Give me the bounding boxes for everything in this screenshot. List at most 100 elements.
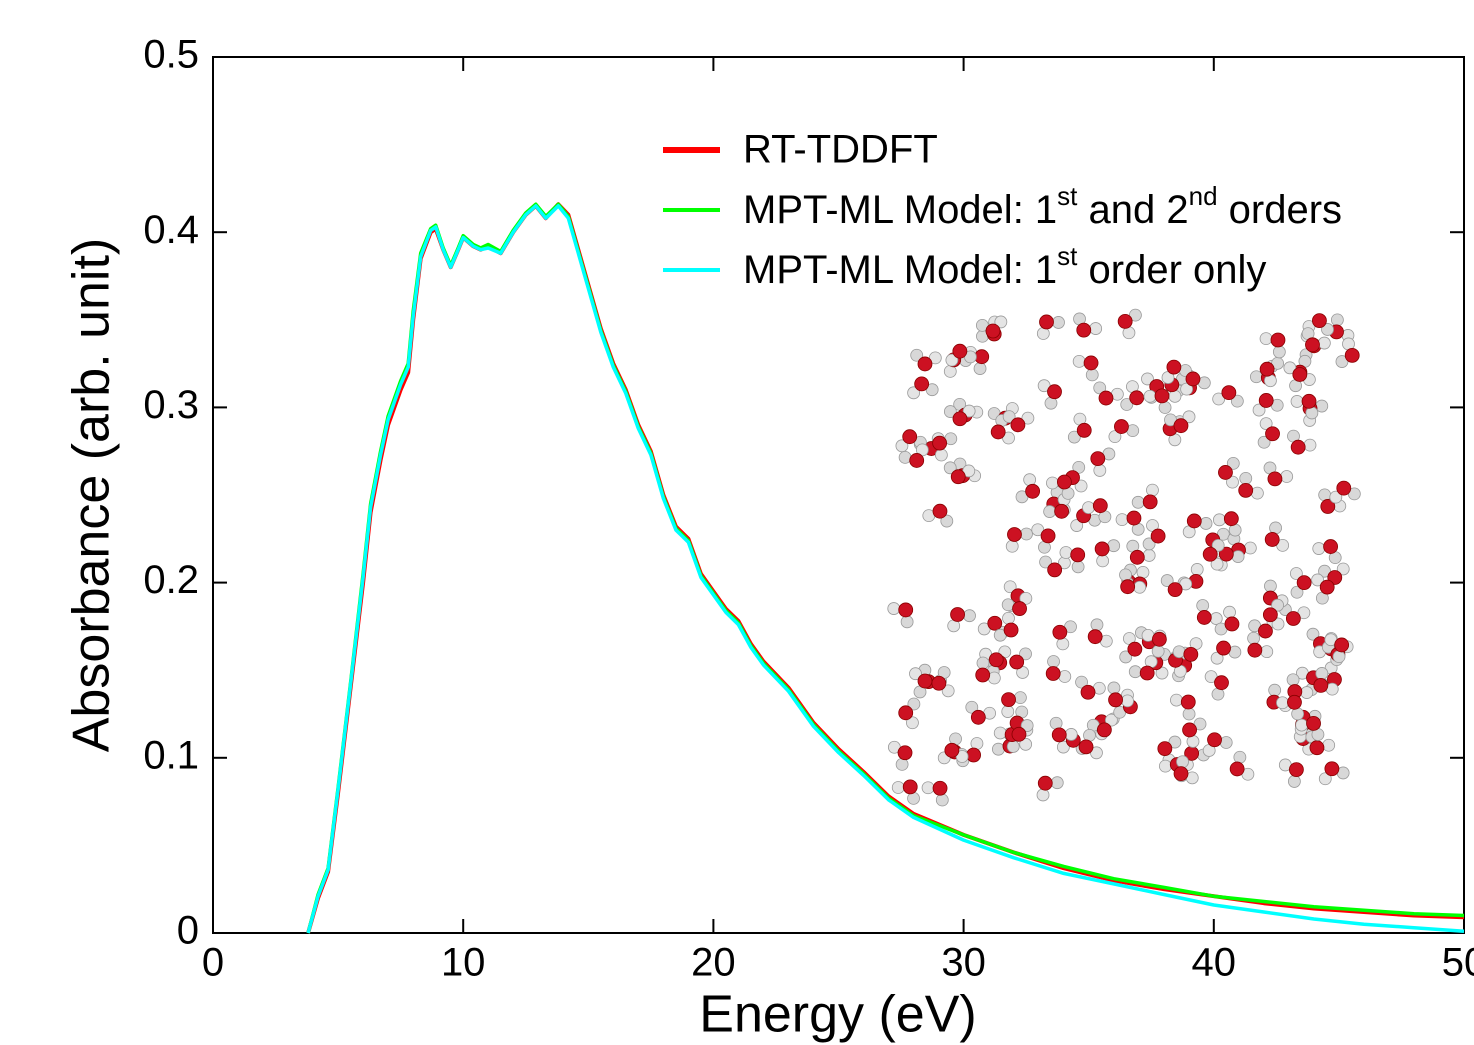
hydrogen — [1039, 555, 1052, 569]
oxygen — [1056, 474, 1072, 490]
hydrogen — [1020, 719, 1034, 732]
oxygen — [1305, 337, 1320, 353]
oxygen — [985, 323, 1001, 339]
oxygen — [1009, 654, 1025, 670]
oxygen — [944, 742, 960, 758]
hydrogen — [973, 362, 987, 375]
hydrogen — [1226, 475, 1239, 489]
oxygen — [1267, 471, 1283, 487]
oxygen — [932, 503, 948, 519]
hydrogen — [943, 405, 957, 418]
hydrogen — [1290, 585, 1304, 599]
y-tick-label: 0.1 — [143, 733, 199, 777]
hydrogen — [1031, 523, 1045, 537]
x-tick-label: 50 — [1442, 941, 1474, 985]
x-axis-label: Energy (eV) — [699, 986, 976, 1044]
oxygen — [1126, 510, 1142, 526]
oxygen — [1344, 347, 1360, 363]
hydrogen — [1036, 788, 1050, 802]
x-tick-label: 0 — [202, 941, 224, 985]
oxygen — [1083, 355, 1099, 371]
oxygen — [898, 705, 914, 721]
hydrogen — [1160, 574, 1174, 587]
hydrogen — [1142, 537, 1156, 551]
hydrogen — [1089, 322, 1103, 335]
oxygen — [1025, 483, 1041, 499]
hydrogen — [1129, 308, 1142, 322]
hydrogen — [1212, 513, 1226, 527]
hydrogen — [1305, 406, 1319, 420]
oxygen — [1223, 511, 1239, 527]
series-line — [306, 202, 1465, 934]
hydrogen — [945, 353, 959, 367]
hydrogen — [1143, 389, 1157, 403]
hydrogen — [1239, 471, 1253, 485]
oxygen — [1320, 499, 1336, 514]
hydrogen — [1317, 336, 1331, 350]
oxygen — [1301, 393, 1317, 409]
hydrogen — [1075, 675, 1088, 689]
hydrogen — [1211, 538, 1225, 552]
oxygen — [987, 615, 1003, 631]
oxygen — [1012, 601, 1027, 616]
hydrogen — [1071, 560, 1085, 574]
plot-frame — [212, 56, 1465, 934]
hydrogen — [1093, 381, 1107, 395]
oxygen — [1127, 641, 1143, 657]
y-tick-label: 0.3 — [143, 383, 199, 427]
series-line — [306, 202, 1465, 934]
hydrogen — [1219, 736, 1233, 749]
oxygen — [1045, 666, 1061, 681]
hydrogen — [1199, 517, 1213, 530]
hydrogen — [1210, 651, 1224, 665]
oxygen — [970, 709, 986, 725]
hydrogen — [907, 386, 921, 400]
oxygen — [1313, 678, 1329, 693]
oxygen — [1108, 692, 1123, 708]
hydrogen — [1023, 473, 1037, 487]
oxygen — [909, 453, 925, 468]
oxygen — [1323, 539, 1338, 554]
hydrogen — [1043, 505, 1057, 518]
hydrogen — [963, 609, 976, 623]
hydrogen — [1072, 354, 1086, 368]
hydrogen — [1259, 417, 1273, 430]
hydrogen — [1312, 542, 1326, 555]
oxygen — [1078, 739, 1094, 755]
y-axis-label: Absorbance (arb. unit) — [63, 238, 121, 753]
hydrogen — [1141, 372, 1154, 386]
oxygen — [1258, 393, 1274, 408]
hydrogen — [1182, 707, 1196, 721]
oxygen — [1129, 390, 1145, 406]
oxygen — [1258, 623, 1273, 639]
hydrogen — [1059, 546, 1073, 559]
hydrogen — [991, 742, 1005, 756]
oxygen — [1180, 694, 1196, 710]
hydrogen — [1158, 759, 1172, 773]
hydrogen — [1289, 567, 1303, 580]
hydrogen — [910, 348, 924, 362]
hydrogen — [1002, 611, 1015, 625]
oxygen — [1309, 740, 1325, 756]
hydrogen — [1290, 395, 1304, 408]
hydrogen — [1067, 430, 1081, 444]
hydrogen — [1190, 563, 1204, 576]
hydrogen — [1056, 740, 1070, 754]
oxygen — [988, 652, 1004, 668]
hydrogen — [1271, 598, 1284, 612]
hydrogen — [1233, 750, 1247, 764]
hydrogen — [1168, 389, 1182, 403]
hydrogen — [1108, 430, 1122, 444]
hydrogen — [921, 781, 935, 795]
oxygen — [1010, 417, 1026, 433]
hydrogen — [1019, 647, 1032, 661]
oxygen — [1287, 694, 1302, 710]
hydrogen — [1172, 645, 1186, 659]
hydrogen — [1311, 573, 1325, 587]
oxygen — [1166, 359, 1182, 375]
hydrogen — [1115, 513, 1129, 527]
hydrogen — [976, 656, 990, 670]
oxygen — [1047, 562, 1063, 578]
oxygen — [1247, 642, 1263, 658]
hydrogen — [891, 781, 905, 794]
